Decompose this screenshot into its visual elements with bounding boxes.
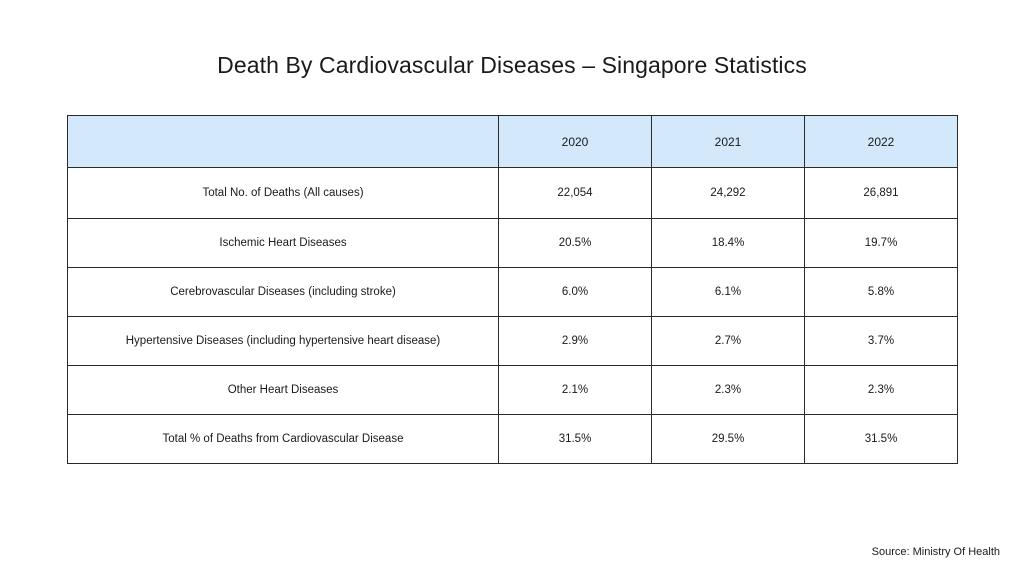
row-label: Ischemic Heart Diseases <box>67 218 499 268</box>
table-cell: 29.5% <box>651 414 805 464</box>
statistics-table: 2020 2021 2022 Total No. of Deaths (All … <box>67 115 958 464</box>
table-cell: 22,054 <box>498 167 652 219</box>
table-cell: 5.8% <box>804 267 958 317</box>
table-cell: 31.5% <box>498 414 652 464</box>
table-row: Other Heart Diseases 2.1% 2.3% 2.3% <box>67 365 958 415</box>
page-title: Death By Cardiovascular Diseases – Singa… <box>217 52 807 78</box>
header-year-2021: 2021 <box>651 115 805 168</box>
table-cell: 2.3% <box>804 365 958 415</box>
row-label: Cerebrovascular Diseases (including stro… <box>67 267 499 317</box>
table-cell: 24,292 <box>651 167 805 219</box>
table-row: Total % of Deaths from Cardiovascular Di… <box>67 414 958 464</box>
table-cell: 2.7% <box>651 316 805 366</box>
header-corner-cell <box>67 115 499 168</box>
table-row: Total No. of Deaths (All causes) 22,054 … <box>67 167 958 219</box>
table-cell: 19.7% <box>804 218 958 268</box>
table-row: Cerebrovascular Diseases (including stro… <box>67 267 958 317</box>
table-cell: 20.5% <box>498 218 652 268</box>
header-year-2020: 2020 <box>498 115 652 168</box>
table-cell: 18.4% <box>651 218 805 268</box>
row-label: Hypertensive Diseases (including hyperte… <box>67 316 499 366</box>
table-header-row: 2020 2021 2022 <box>67 115 958 168</box>
table-cell: 2.1% <box>498 365 652 415</box>
table-cell: 2.3% <box>651 365 805 415</box>
row-label: Total No. of Deaths (All causes) <box>67 167 499 219</box>
table-cell: 26,891 <box>804 167 958 219</box>
header-year-2022: 2022 <box>804 115 958 168</box>
table-cell: 31.5% <box>804 414 958 464</box>
table-cell: 3.7% <box>804 316 958 366</box>
table-row: Hypertensive Diseases (including hyperte… <box>67 316 958 366</box>
table-cell: 2.9% <box>498 316 652 366</box>
table-cell: 6.0% <box>498 267 652 317</box>
row-label: Other Heart Diseases <box>67 365 499 415</box>
table-cell: 6.1% <box>651 267 805 317</box>
table-row: Ischemic Heart Diseases 20.5% 18.4% 19.7… <box>67 218 958 268</box>
source-note: Source: Ministry Of Health <box>871 546 1000 558</box>
row-label: Total % of Deaths from Cardiovascular Di… <box>67 414 499 464</box>
